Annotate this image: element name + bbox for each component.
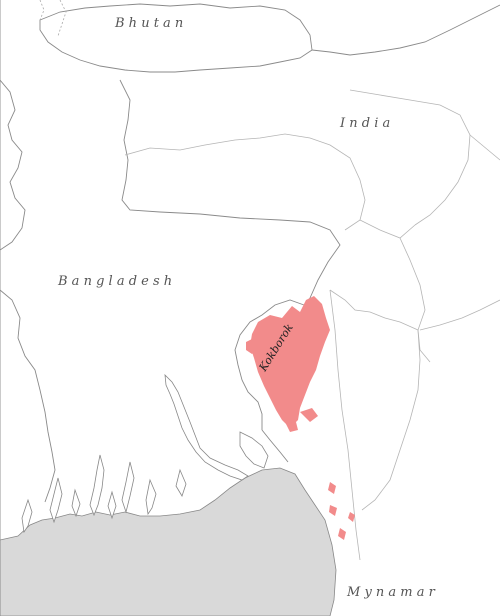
bay-of-bengal-sea <box>0 467 337 616</box>
kokborok-main-region <box>250 296 330 428</box>
india-label: I n d i a <box>339 116 390 131</box>
bhutan-label: B h u t a n <box>114 16 183 31</box>
river-delta <box>21 373 269 534</box>
bangladesh-label: B a n g l a d e s h <box>57 274 172 289</box>
kokborok-language-area <box>246 296 355 540</box>
myanmar-label: M y n a m a r <box>346 585 436 600</box>
